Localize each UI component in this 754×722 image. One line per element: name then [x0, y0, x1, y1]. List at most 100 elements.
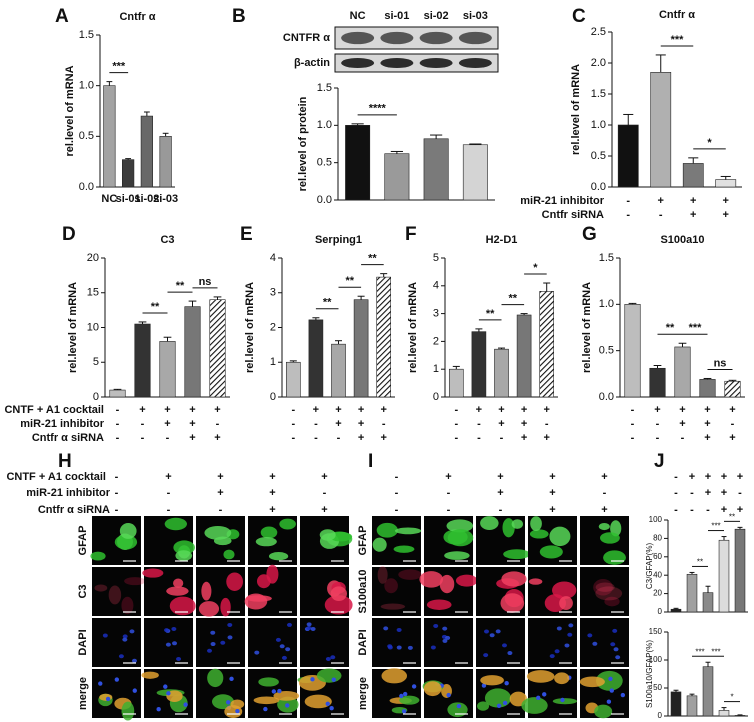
error-bar — [673, 607, 679, 610]
error-bar — [213, 296, 222, 300]
y-tick-label: 60 — [653, 552, 662, 561]
condition-symbol: - — [656, 418, 660, 430]
condition-symbol: - — [631, 404, 635, 416]
y-tick-label: 0.0 — [599, 391, 614, 403]
condition-label: miR-21 inhibitor — [520, 195, 604, 207]
cell — [90, 551, 106, 561]
condition-symbol: + — [358, 418, 364, 430]
error-bar — [655, 54, 666, 73]
y-tick-label: 1.5 — [317, 82, 332, 94]
condition-symbol: - — [545, 418, 549, 430]
nucleus — [411, 684, 417, 689]
cell — [129, 629, 135, 634]
y-tick-label: 5 — [93, 356, 99, 368]
y-tick-label: 2.0 — [591, 57, 606, 69]
condition-symbol: + — [721, 487, 727, 499]
condition-label: miR-21 inhibitor — [26, 487, 110, 499]
y-tick-label: 0 — [270, 391, 276, 403]
nucleus — [456, 703, 462, 709]
bar — [734, 715, 746, 717]
y-tick-label: 0 — [658, 711, 663, 720]
bar — [624, 304, 641, 398]
y-axis-label: C3/GFAP(%) — [645, 543, 654, 590]
condition-symbol: - — [395, 471, 399, 483]
error-bar — [720, 175, 731, 180]
cell — [564, 643, 570, 648]
error-bar — [138, 321, 147, 325]
cell — [324, 595, 353, 615]
y-tick-label: 0.5 — [317, 157, 332, 169]
cell — [554, 649, 560, 654]
y-tick-label: 0 — [658, 607, 663, 616]
cell — [207, 648, 213, 653]
condition-symbol: + — [269, 504, 275, 516]
y-tick-label: 0.5 — [79, 130, 94, 142]
micrograph — [92, 567, 141, 616]
condition-symbol: - — [116, 418, 120, 430]
cell — [207, 668, 224, 688]
cell — [121, 701, 135, 721]
y-tick-label: 50 — [653, 683, 662, 692]
cell — [108, 585, 122, 605]
y-axis-label: rel.level of mRNA — [67, 282, 79, 373]
condition-symbol: + — [705, 471, 711, 483]
micrograph — [476, 618, 525, 667]
nucleus — [504, 680, 509, 686]
x-tick-label: NC — [101, 193, 117, 205]
significance-label: ** — [697, 558, 703, 567]
condition-symbol: - — [631, 418, 635, 430]
bar — [376, 276, 392, 398]
cell — [122, 637, 128, 642]
micrograph — [92, 618, 141, 667]
nucleus — [609, 688, 614, 693]
condition-symbol: - — [690, 487, 694, 499]
cell — [502, 518, 515, 538]
bar — [702, 666, 714, 717]
condition-symbol: - — [115, 471, 119, 483]
cell — [595, 582, 615, 592]
bar — [617, 124, 639, 188]
error-bar — [705, 585, 711, 593]
cell — [377, 566, 388, 584]
bar — [331, 343, 346, 398]
condition-symbol: - — [291, 404, 295, 416]
condition-symbol: + — [189, 432, 195, 444]
significance-label: * — [730, 693, 733, 702]
cell — [530, 516, 542, 532]
nucleus — [310, 677, 315, 682]
cell — [131, 658, 137, 663]
nucleus — [560, 697, 565, 703]
nucleus — [285, 703, 290, 708]
condition-symbol: + — [723, 195, 729, 207]
y-tick-label: 20 — [87, 252, 99, 264]
cell — [330, 655, 336, 660]
error-bar — [705, 661, 711, 667]
cell — [552, 698, 578, 705]
cell — [164, 628, 170, 633]
nucleus — [277, 688, 282, 694]
error-bar — [737, 714, 743, 716]
x-tick-label: si-01 — [116, 193, 141, 205]
nucleus — [163, 684, 168, 689]
cell — [394, 527, 422, 535]
error-bar — [628, 302, 637, 305]
cell — [567, 632, 573, 637]
cell — [430, 645, 436, 650]
cell — [164, 517, 187, 531]
cell — [304, 694, 332, 709]
micrograph — [580, 618, 629, 667]
blot-band — [341, 31, 375, 45]
cell — [489, 633, 495, 638]
error-bar — [143, 111, 150, 117]
condition-symbol: + — [476, 404, 482, 416]
row-label: GFAP — [357, 526, 369, 556]
y-tick-label: 3 — [270, 287, 276, 299]
cell — [568, 623, 574, 628]
condition-symbol: + — [165, 471, 171, 483]
error-bar — [678, 342, 687, 347]
y-tick-label: 3 — [433, 308, 439, 320]
cell — [500, 593, 525, 613]
cell — [142, 568, 164, 578]
condition-symbol: + — [445, 471, 451, 483]
bar — [516, 314, 532, 398]
